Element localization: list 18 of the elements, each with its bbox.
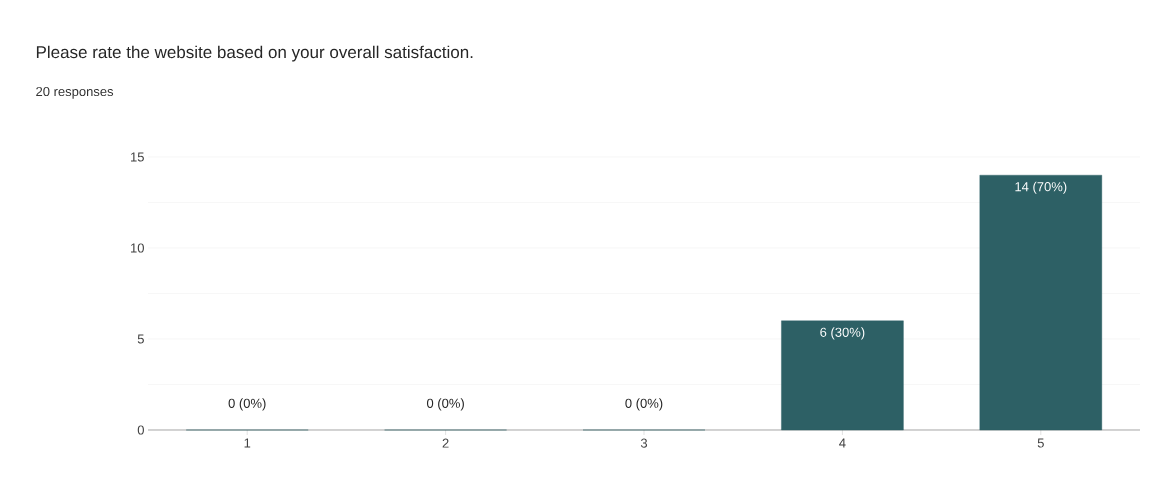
y-tick-label: 5	[137, 334, 144, 344]
x-tick-label: 4	[839, 438, 846, 448]
chart-title: Please rate the website based on your overall satisfaction.	[36, 45, 473, 62]
y-tick-label: 15	[131, 152, 144, 162]
data-label: 6 (30%)	[820, 327, 865, 340]
data-label: 0 (0%)	[625, 398, 663, 411]
data-label: 0 (0%)	[426, 398, 464, 411]
x-tick-label: 1	[244, 438, 251, 448]
data-label: 14 (70%)	[1015, 181, 1067, 194]
data-label: 0 (0%)	[228, 398, 266, 411]
y-tick-label: 10	[131, 243, 144, 253]
x-tick-label: 2	[442, 438, 449, 448]
y-tick-label: 0	[137, 425, 144, 435]
x-tick-label: 5	[1037, 438, 1044, 448]
bar	[979, 175, 1103, 431]
x-tick-label: 3	[640, 438, 648, 448]
bar	[781, 320, 904, 431]
chart-subtitle: 20 responses	[36, 86, 114, 99]
